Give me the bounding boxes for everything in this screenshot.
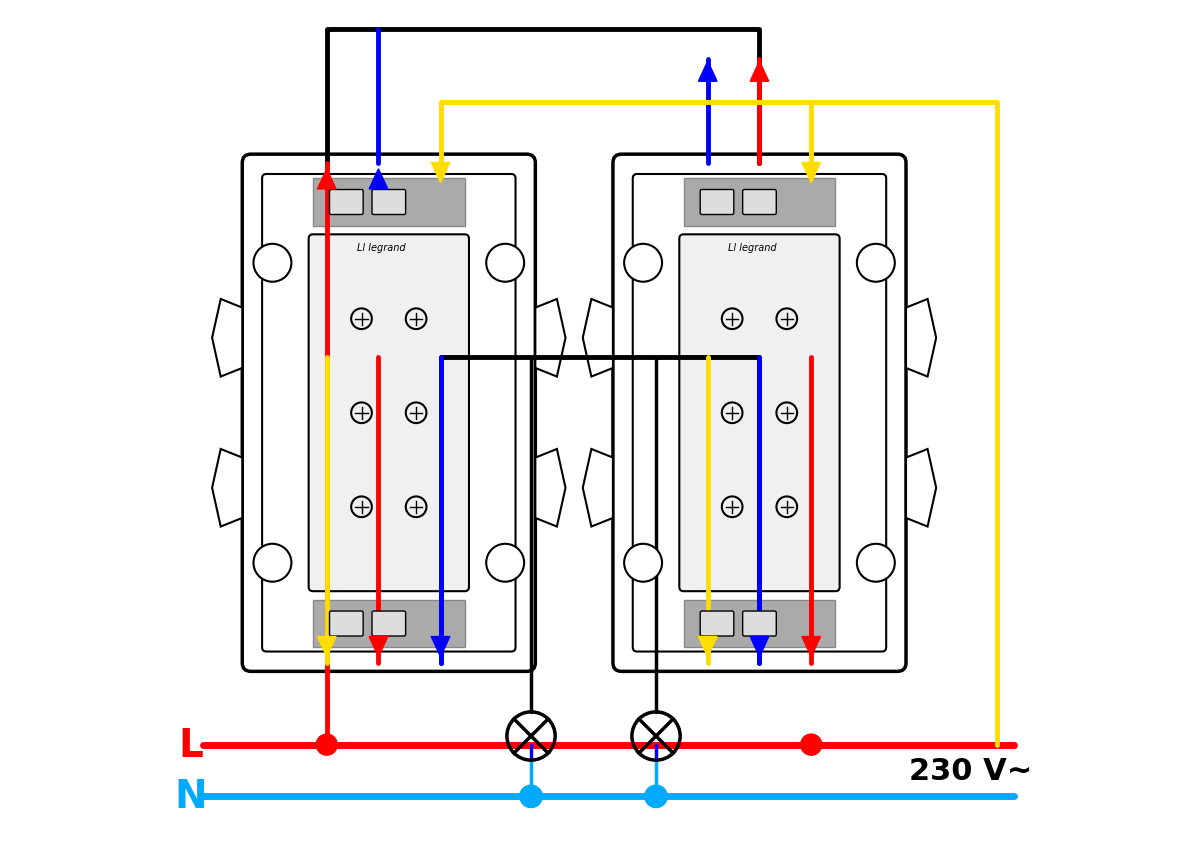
- Circle shape: [253, 245, 292, 282]
- Circle shape: [800, 734, 822, 755]
- FancyBboxPatch shape: [743, 611, 776, 636]
- Circle shape: [624, 544, 662, 582]
- Text: Ll legrand: Ll legrand: [356, 243, 406, 253]
- Polygon shape: [318, 637, 336, 657]
- Polygon shape: [535, 300, 565, 377]
- Polygon shape: [370, 637, 388, 657]
- Text: Ll legrand: Ll legrand: [727, 243, 776, 253]
- Polygon shape: [698, 637, 718, 657]
- Polygon shape: [431, 637, 450, 657]
- Polygon shape: [906, 449, 936, 527]
- Text: L: L: [178, 726, 203, 764]
- Polygon shape: [802, 637, 821, 657]
- FancyBboxPatch shape: [684, 179, 835, 226]
- FancyBboxPatch shape: [372, 611, 406, 636]
- Polygon shape: [431, 164, 450, 183]
- Polygon shape: [750, 637, 769, 657]
- Circle shape: [520, 785, 542, 808]
- Circle shape: [486, 544, 524, 582]
- Polygon shape: [370, 170, 388, 189]
- Polygon shape: [212, 300, 242, 377]
- Polygon shape: [698, 62, 718, 82]
- FancyBboxPatch shape: [700, 190, 733, 215]
- FancyBboxPatch shape: [308, 235, 469, 592]
- Text: N: N: [174, 777, 206, 815]
- Circle shape: [857, 245, 895, 282]
- Circle shape: [857, 544, 895, 582]
- Polygon shape: [583, 449, 613, 527]
- FancyBboxPatch shape: [330, 190, 364, 215]
- FancyBboxPatch shape: [372, 190, 406, 215]
- Circle shape: [486, 245, 524, 282]
- FancyBboxPatch shape: [679, 235, 840, 592]
- Circle shape: [317, 734, 337, 755]
- FancyBboxPatch shape: [330, 611, 364, 636]
- Polygon shape: [906, 300, 936, 377]
- FancyBboxPatch shape: [313, 179, 464, 226]
- Circle shape: [800, 734, 822, 755]
- Polygon shape: [802, 164, 821, 183]
- Text: 230 V~: 230 V~: [908, 756, 1032, 785]
- FancyBboxPatch shape: [613, 155, 906, 672]
- Circle shape: [624, 245, 662, 282]
- Circle shape: [644, 785, 667, 808]
- FancyBboxPatch shape: [684, 600, 835, 647]
- Polygon shape: [212, 449, 242, 527]
- Polygon shape: [535, 449, 565, 527]
- FancyBboxPatch shape: [313, 600, 464, 647]
- Polygon shape: [750, 62, 769, 82]
- Circle shape: [253, 544, 292, 582]
- Polygon shape: [583, 300, 613, 377]
- FancyBboxPatch shape: [242, 155, 535, 672]
- FancyBboxPatch shape: [743, 190, 776, 215]
- Circle shape: [317, 734, 337, 755]
- FancyBboxPatch shape: [262, 175, 516, 652]
- FancyBboxPatch shape: [632, 175, 886, 652]
- FancyBboxPatch shape: [700, 611, 733, 636]
- Polygon shape: [318, 170, 336, 189]
